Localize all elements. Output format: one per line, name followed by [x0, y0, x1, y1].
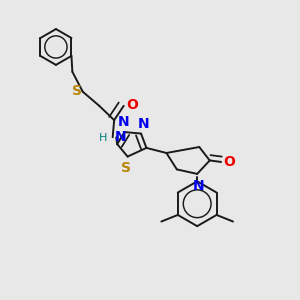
Text: S: S [72, 84, 82, 98]
Text: N: N [118, 115, 129, 128]
Text: H: H [99, 133, 107, 143]
Text: O: O [126, 98, 138, 112]
Text: N: N [192, 179, 204, 193]
Text: N: N [115, 130, 126, 145]
Text: O: O [224, 155, 235, 169]
Text: S: S [121, 161, 131, 175]
Text: N: N [138, 117, 150, 130]
